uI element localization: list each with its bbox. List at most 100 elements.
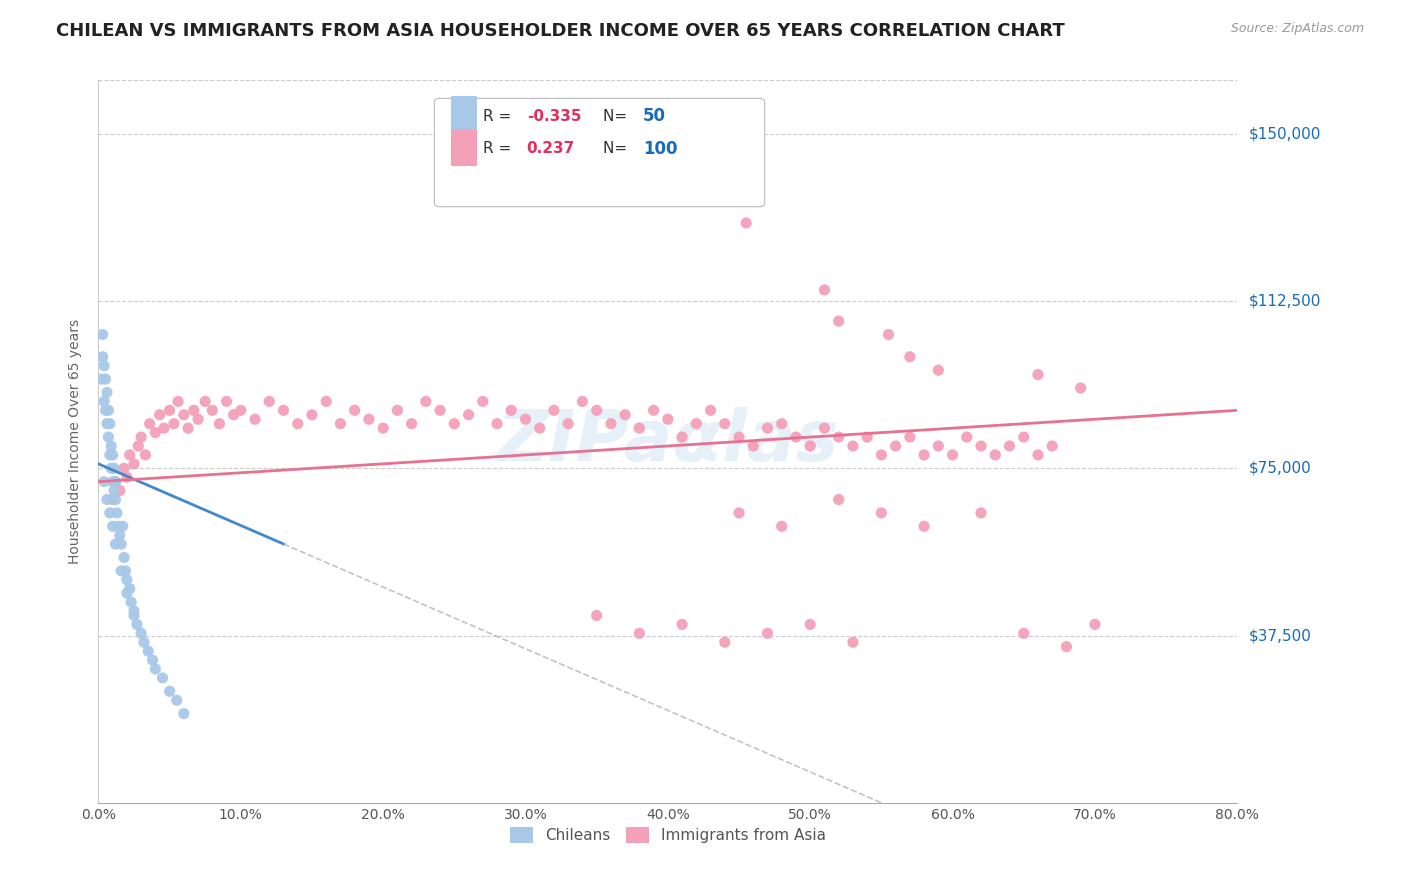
Point [111,519,134,533]
Point [799,617,821,632]
Point [259,394,281,409]
Point [1084,617,1107,632]
Point [942,448,965,462]
Point [571,394,593,409]
Point [167,394,190,409]
Point [970,439,993,453]
Point [183,403,205,417]
Point [104,475,127,489]
Point [229,403,252,417]
Point [600,417,623,431]
Text: 100: 100 [643,140,678,158]
Point [122,608,145,623]
Point [842,635,865,649]
Point [115,586,138,600]
Point [529,421,551,435]
Point [898,350,921,364]
Point [898,430,921,444]
Point [557,417,579,431]
Point [685,417,707,431]
Point [118,582,141,596]
Point [122,457,145,471]
Point [828,430,851,444]
Point [153,421,176,435]
Point [194,394,217,409]
Point [118,448,141,462]
Point [671,617,693,632]
Point [927,363,949,377]
Point [998,439,1021,453]
Point [343,403,366,417]
Point [134,448,156,462]
Point [1070,381,1092,395]
Point [429,403,451,417]
Point [96,417,118,431]
Point [93,359,115,373]
Point [110,537,132,551]
Point [785,430,807,444]
Point [842,439,865,453]
Point [387,403,409,417]
Legend: Chileans, Immigrants from Asia: Chileans, Immigrants from Asia [503,822,832,849]
Point [105,506,128,520]
Point [828,492,851,507]
Text: CHILEAN VS IMMIGRANTS FROM ASIA HOUSEHOLDER INCOME OVER 65 YEARS CORRELATION CHA: CHILEAN VS IMMIGRANTS FROM ASIA HOUSEHOL… [56,22,1064,40]
Text: N=: N= [603,109,631,124]
Point [671,430,693,444]
Point [1056,640,1078,654]
Point [107,519,129,533]
Point [138,417,160,431]
Point [90,372,112,386]
Point [101,448,124,462]
Point [96,492,118,507]
Point [108,483,131,498]
Point [756,421,779,435]
Point [149,408,172,422]
Point [614,408,637,422]
Point [112,461,135,475]
Point [97,430,120,444]
FancyBboxPatch shape [434,98,765,207]
Text: ZIPaαlas: ZIPaαlas [496,407,839,476]
Text: $37,500: $37,500 [1249,628,1312,643]
Point [201,403,224,417]
Point [112,550,135,565]
Point [122,604,145,618]
Text: 50: 50 [643,107,666,126]
Point [108,528,131,542]
Point [770,519,793,533]
Point [187,412,209,426]
Point [104,537,127,551]
Point [628,421,651,435]
Point [101,492,124,507]
Point [93,394,115,409]
Point [1026,368,1049,382]
Point [1026,448,1049,462]
FancyBboxPatch shape [451,129,477,166]
Point [208,417,231,431]
Point [329,417,352,431]
Point [301,408,323,422]
Point [115,470,138,484]
Point [870,506,893,520]
Point [132,635,155,649]
Point [104,492,127,507]
Y-axis label: Householder Income Over 65 years: Householder Income Over 65 years [69,319,83,564]
Point [127,439,149,453]
Point [728,506,751,520]
Point [110,564,132,578]
FancyBboxPatch shape [451,96,477,132]
Point [243,412,266,426]
Point [884,439,907,453]
Point [129,626,152,640]
Point [101,519,124,533]
Text: R =: R = [484,142,522,156]
Point [728,430,751,444]
Point [457,408,479,422]
Point [1040,439,1063,453]
Point [870,448,893,462]
Point [471,394,494,409]
Point [287,417,309,431]
Point [912,448,935,462]
Point [114,564,136,578]
